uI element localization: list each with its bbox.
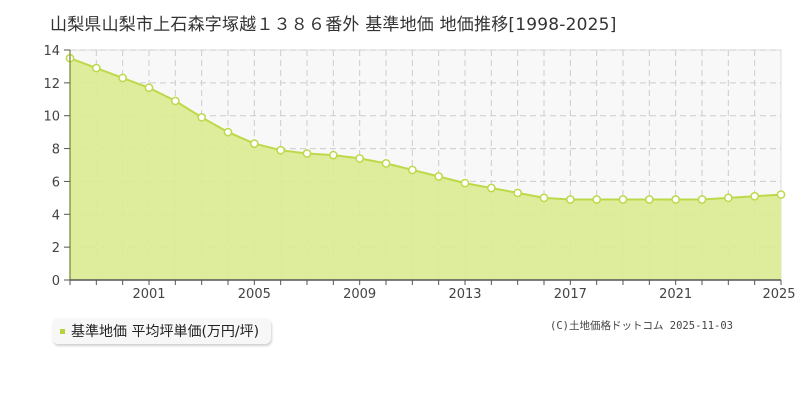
y-axis-labels: 0 2 4 6 8 10 12 14 (43, 44, 60, 289)
svg-text:12: 12 (43, 77, 60, 92)
svg-text:2013: 2013 (448, 287, 481, 302)
data-line (69, 57, 782, 201)
data-markers (65, 53, 786, 204)
svg-text:2005: 2005 (238, 287, 271, 302)
x-axis-labels: 2001 2005 2009 2013 2017 2021 2025 (132, 287, 795, 302)
legend: 基準地価 平均坪単価(万円/坪) (52, 318, 272, 344)
svg-text:14: 14 (43, 44, 60, 59)
legend-label: 基準地価 平均坪単価(万円/坪) (71, 324, 260, 340)
svg-text:6: 6 (52, 175, 60, 190)
svg-text:2009: 2009 (343, 287, 376, 302)
svg-text:2025: 2025 (762, 287, 795, 302)
legend-swatch-icon (60, 328, 65, 334)
svg-text:2: 2 (52, 241, 60, 256)
svg-text:2017: 2017 (554, 287, 587, 302)
copyright-text: (C)土地価格ドットコム 2025-11-03 (550, 320, 734, 332)
area-fill (70, 58, 781, 281)
chart-title: 山梨県山梨市上石森字塚越１３８６番外 基準地価 地価推移[1998-2025] (50, 15, 617, 35)
svg-text:10: 10 (43, 110, 60, 125)
svg-text:0: 0 (52, 274, 60, 289)
svg-text:2021: 2021 (659, 287, 692, 302)
axes (64, 49, 782, 285)
svg-text:2001: 2001 (132, 287, 165, 302)
svg-text:8: 8 (52, 143, 60, 158)
svg-text:4: 4 (52, 208, 60, 223)
area-chart: 0 2 4 6 8 10 12 14 2001 2005 2009 2013 2017 2021 2025 (43, 44, 795, 302)
